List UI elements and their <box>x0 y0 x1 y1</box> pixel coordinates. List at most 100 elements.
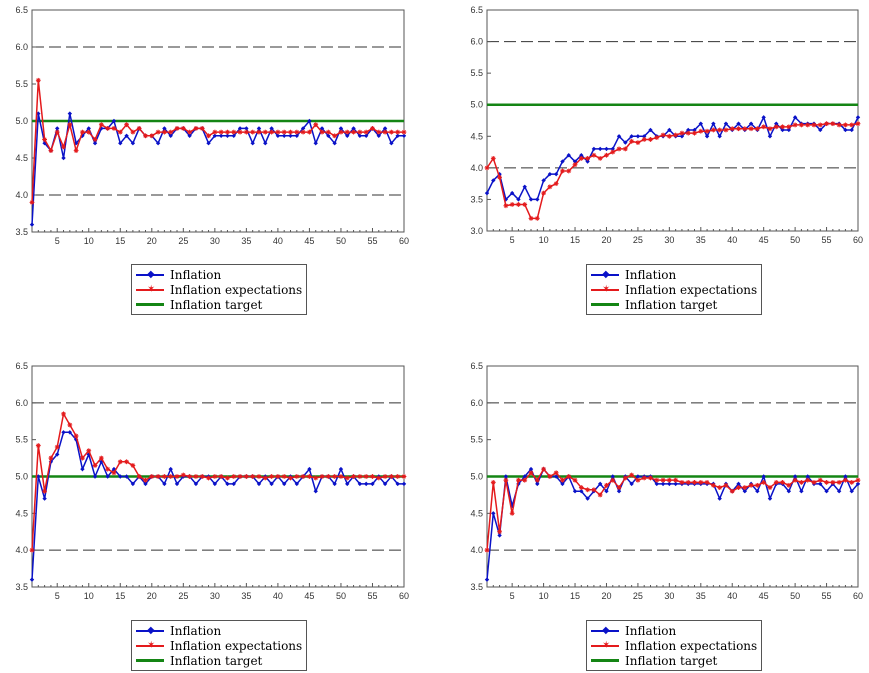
y-tick-label: 5.0 <box>15 472 28 482</box>
expectations-point <box>187 129 193 135</box>
inflation-point <box>792 115 798 120</box>
inflation-point <box>143 481 148 487</box>
expectations-point <box>490 155 496 161</box>
expectations-point <box>313 475 319 481</box>
expectations-point <box>269 474 274 479</box>
y-tick-label: 4.0 <box>15 545 28 555</box>
expectations-point <box>704 128 710 134</box>
y-tick-label: 3.5 <box>470 194 483 204</box>
expectations-point <box>250 129 256 135</box>
y-tick-label: 6.0 <box>470 398 483 408</box>
expectations-point <box>641 137 647 142</box>
legend-item-inflation: ◆ Inflation <box>591 267 757 282</box>
expectations-point <box>48 148 54 153</box>
legend-label-inflation: Inflation <box>625 623 677 638</box>
expectations-point <box>256 474 262 479</box>
expectations-point <box>105 466 111 472</box>
inflation-point <box>263 141 268 146</box>
expectations-point <box>218 129 224 135</box>
expectations-line-swatch: ✶ <box>591 640 619 651</box>
target-line-swatch <box>591 656 619 666</box>
expectations-point <box>710 127 716 133</box>
expectations-point <box>685 479 691 485</box>
expectations-point <box>124 122 129 128</box>
expectations-point <box>168 129 174 135</box>
inflation-point <box>111 466 117 472</box>
inflation-point <box>67 430 73 435</box>
expectations-point <box>262 475 268 481</box>
expectations-point <box>319 129 325 135</box>
expectations-point <box>231 129 237 135</box>
inflation-point <box>250 141 255 146</box>
expectations-point <box>351 129 356 135</box>
expectations-point <box>604 482 609 488</box>
inflation-point <box>99 459 104 464</box>
expectations-point <box>193 474 199 479</box>
expectations-point <box>250 474 256 479</box>
x-tick-label: 50 <box>336 591 346 601</box>
inflation-point <box>124 474 129 479</box>
inflation-point <box>212 481 218 487</box>
expectations-point <box>73 433 79 439</box>
inflation-point <box>162 481 167 487</box>
expectations-point <box>836 479 842 485</box>
expectations-point <box>180 472 186 478</box>
expectations-point <box>42 137 48 142</box>
inflation-point <box>61 155 66 161</box>
legend-item-inflation: ◆ Inflation <box>136 267 302 282</box>
inflation-point <box>275 133 281 138</box>
inflation-point <box>401 481 407 487</box>
expectations-point <box>824 479 829 485</box>
inflation-line-swatch: ◆ <box>136 625 164 636</box>
expectations-point <box>547 184 553 190</box>
inflation-point <box>256 126 262 131</box>
expectations-point <box>98 455 104 461</box>
expectations-point <box>849 479 855 485</box>
expectations-point <box>363 129 369 135</box>
inflation-point <box>338 126 344 131</box>
expectations-point <box>805 122 811 128</box>
expectations-point <box>262 129 268 135</box>
expectations-point <box>225 129 230 135</box>
expectations-point <box>824 121 829 127</box>
expectations-point <box>80 455 85 461</box>
expectations-point <box>534 215 540 221</box>
expectations-point <box>597 155 603 161</box>
expectations-point <box>237 474 243 479</box>
inflation-point <box>36 474 41 479</box>
expectations-point <box>395 129 401 135</box>
inflation-point <box>118 141 123 146</box>
inflation-point <box>111 118 117 124</box>
x-tick-label: 50 <box>336 236 346 246</box>
inflation-point <box>491 511 496 516</box>
y-tick-label: 6.0 <box>470 37 483 47</box>
x-tick-label: 5 <box>55 591 60 601</box>
expectations-point <box>717 127 723 133</box>
x-tick-label: 35 <box>696 235 706 245</box>
expectations-point <box>761 479 767 485</box>
expectations-point <box>325 129 331 135</box>
inflation-point <box>761 474 766 479</box>
inflation-point <box>395 133 400 138</box>
expectations-point <box>256 129 262 135</box>
expectations-point <box>604 152 609 158</box>
expectations-point <box>29 200 35 205</box>
inflation-point <box>849 489 854 494</box>
y-tick-label: 4.0 <box>470 545 483 555</box>
expectations-point <box>742 485 748 490</box>
inflation-point <box>522 474 527 479</box>
x-tick-label: 45 <box>759 591 769 601</box>
expectations-point <box>811 122 817 128</box>
inflation-point <box>717 134 722 139</box>
inflation-point <box>237 126 243 131</box>
inflation-point <box>503 197 509 202</box>
expectations-point <box>162 129 167 135</box>
expectations-point <box>704 479 710 485</box>
inflation-point <box>686 127 691 133</box>
x-tick-label: 60 <box>399 236 409 246</box>
chart-svg-2: 3.0 3.5 4.0 4.5 5.0 5.5 6.0 6.5 5 10 15 20 25 30 35 40 4… <box>470 5 863 245</box>
inflation-line <box>31 431 404 580</box>
expectations-point <box>218 474 224 479</box>
expectations-point <box>736 485 741 490</box>
expectations-point <box>553 470 559 476</box>
